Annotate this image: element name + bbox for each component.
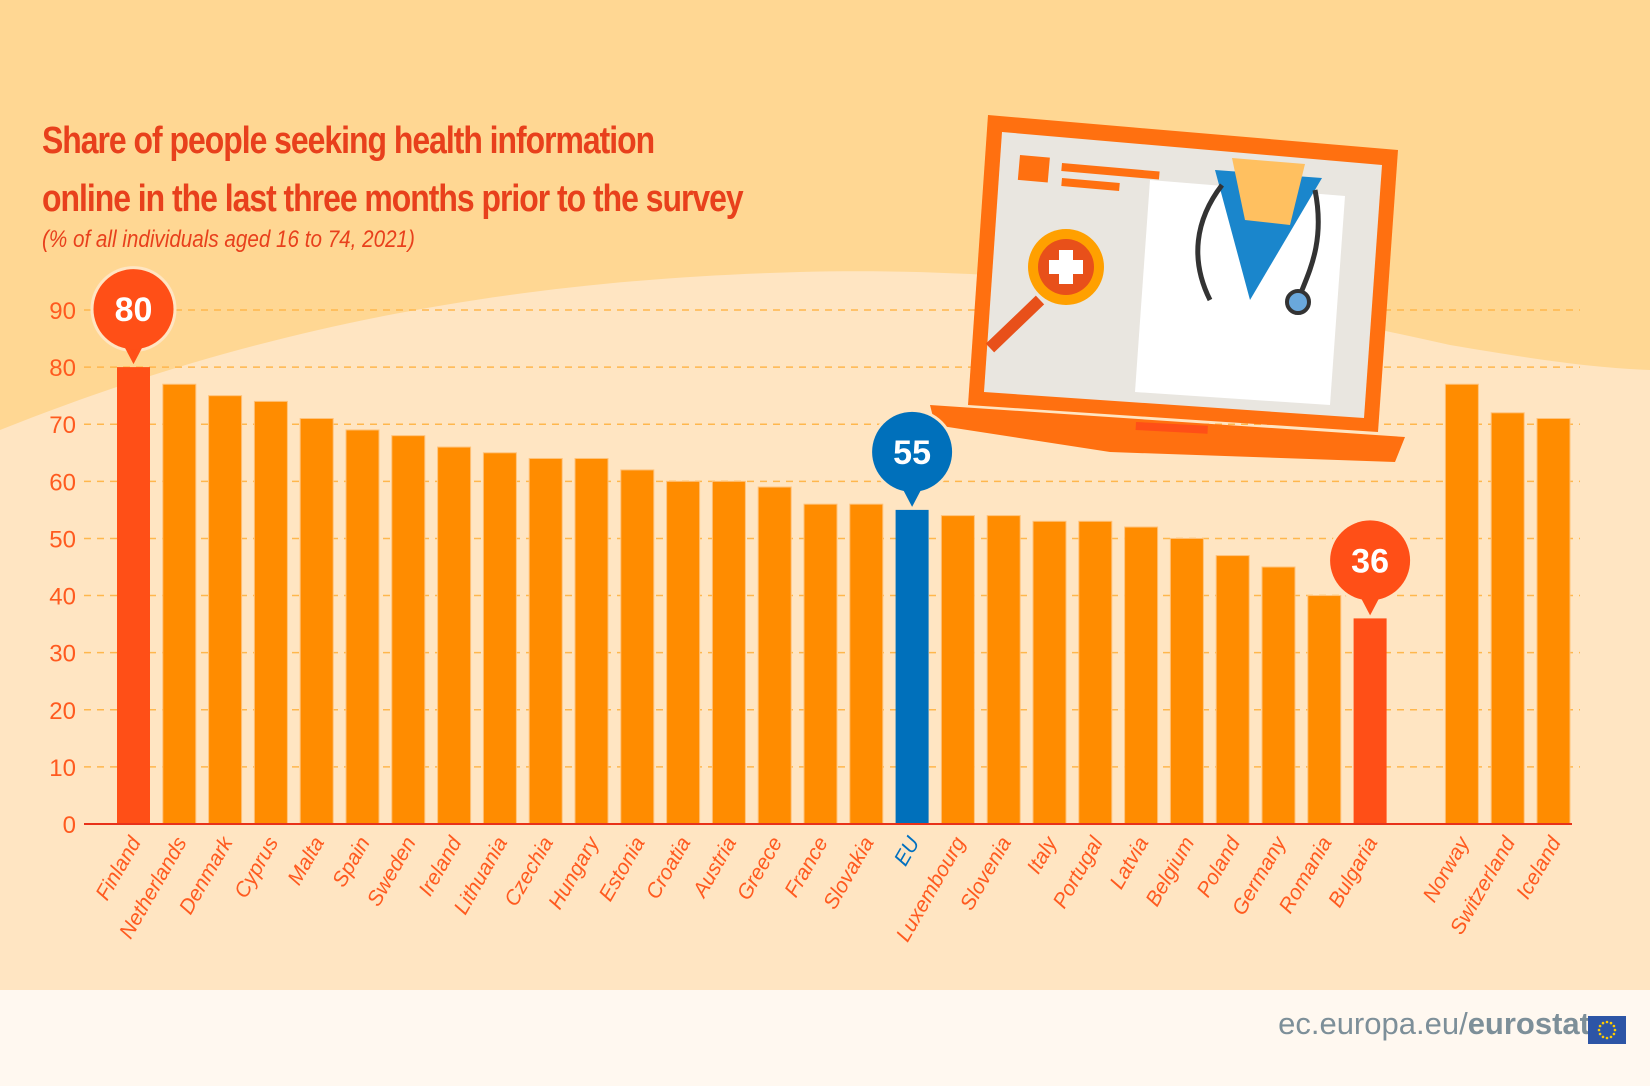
- laptop-illustration: [930, 115, 1405, 462]
- y-tick-label: 40: [49, 584, 76, 611]
- y-tick-label: 90: [49, 298, 76, 325]
- chart-title-line-2: online in the last three months prior to…: [42, 178, 744, 220]
- bar-portugal: [1078, 520, 1113, 825]
- flag-star: [1613, 1028, 1617, 1032]
- bar-ireland: [437, 446, 472, 825]
- x-tick-label: Latvia: [1105, 833, 1153, 893]
- y-tick-label: 50: [49, 526, 76, 553]
- x-tick-label: Italy: [1023, 832, 1063, 878]
- bar-netherlands: [162, 383, 197, 825]
- flag-star: [1612, 1032, 1616, 1036]
- bar-iceland: [1536, 418, 1571, 825]
- x-tick-label: Cyprus: [230, 833, 283, 903]
- chart-title-line-1: Share of people seeking health informati…: [42, 120, 655, 162]
- screen-header-block: [1017, 155, 1050, 183]
- y-axis-ticks: 0 10 20 30 40 50 60 70 80 90: [49, 298, 76, 839]
- doctor-neck: [1232, 158, 1305, 225]
- laptop-base: [930, 405, 1405, 462]
- bar-germany: [1261, 566, 1296, 825]
- flag-star: [1601, 1035, 1605, 1039]
- medical-cross-icon: [1049, 250, 1083, 284]
- y-tick-label: 10: [49, 755, 76, 782]
- x-tick-label: Croatia: [642, 833, 696, 903]
- callouts: 80 55 36: [90, 266, 1414, 616]
- bar-denmark: [208, 395, 243, 825]
- laptop-trackpad: [1135, 422, 1208, 434]
- flag-star: [1605, 1020, 1609, 1024]
- bar-latvia: [1124, 526, 1159, 825]
- bar-slovenia: [986, 515, 1021, 825]
- callout-bubble: [872, 411, 953, 492]
- callout-bulgaria: 36: [1327, 517, 1414, 616]
- callout-value: 36: [1351, 542, 1389, 580]
- bar-cyprus: [253, 400, 288, 825]
- bar-chart: 0 10 20 30 40 50 60 70 80 90 FinlandNetherlandsDe…: [49, 115, 1580, 946]
- callout-bubble: [93, 269, 174, 350]
- bar-italy: [1032, 520, 1067, 825]
- bar-slovakia: [849, 503, 884, 825]
- y-tick-label: 20: [49, 698, 76, 725]
- bar-estonia: [620, 469, 655, 825]
- bar-belgium: [1169, 537, 1204, 825]
- footer-url-prefix: ec.europa.eu/: [1278, 1006, 1468, 1041]
- x-tick-label: Iceland: [1512, 832, 1566, 903]
- bar-finland: [117, 367, 150, 824]
- flag-star: [1598, 1032, 1602, 1036]
- x-tick-label: Spain: [328, 833, 375, 891]
- bar-austria: [711, 480, 746, 825]
- bar-luxembourg: [940, 515, 975, 825]
- flag-star: [1609, 1021, 1613, 1025]
- x-tick-label: Estonia: [595, 833, 650, 905]
- bar-malta: [299, 418, 334, 825]
- stethoscope-icon: [1195, 183, 1321, 302]
- flag-star: [1605, 1036, 1609, 1040]
- callout-value: 55: [893, 434, 931, 472]
- bar-lithuania: [482, 452, 517, 825]
- bar-romania: [1307, 595, 1342, 825]
- y-tick-label: 80: [49, 355, 76, 382]
- flag-star: [1598, 1024, 1602, 1028]
- flag-star: [1612, 1024, 1616, 1028]
- y-tick-label: 0: [63, 812, 76, 839]
- bar-norway: [1444, 383, 1479, 825]
- doctor-coat: [1135, 180, 1345, 405]
- footer: [0, 990, 1650, 1086]
- x-tick-label: EU: [890, 832, 925, 869]
- callout-bubble: [1330, 520, 1411, 601]
- magnifier-handle: [985, 295, 1045, 353]
- bars: [117, 367, 1571, 825]
- eurostat-link[interactable]: ec.europa.eu/eurostat: [1278, 1006, 1590, 1042]
- bar-croatia: [666, 480, 701, 825]
- chart-subtitle: (% of all individuals aged 16 to 74, 202…: [42, 226, 415, 253]
- y-tick-label: 30: [49, 641, 76, 668]
- bar-bulgaria: [1353, 618, 1387, 824]
- x-tick-label: Greece: [733, 833, 787, 904]
- callout-finland: 80: [90, 266, 177, 365]
- bar-sweden: [391, 435, 426, 825]
- flag-star: [1597, 1028, 1601, 1032]
- bar-switzerland: [1490, 412, 1525, 825]
- callout-eu: 55: [869, 408, 956, 507]
- bar-poland: [1215, 555, 1250, 825]
- bar-france: [803, 503, 838, 825]
- bar-spain: [345, 429, 380, 825]
- bar-czechia: [528, 457, 563, 825]
- bar-hungary: [574, 457, 609, 825]
- eu-flag-icon: [1588, 1016, 1626, 1044]
- stethoscope-chestpiece-icon: [1285, 289, 1311, 315]
- screen-header-line: [1061, 162, 1160, 180]
- flag-star: [1601, 1021, 1605, 1025]
- flag-star: [1609, 1035, 1613, 1039]
- bar-eu: [895, 509, 929, 824]
- y-tick-label: 60: [49, 469, 76, 496]
- callout-value: 80: [115, 291, 153, 329]
- y-tick-label: 70: [49, 412, 76, 439]
- screen-header-line: [1061, 178, 1120, 192]
- bar-greece: [757, 486, 792, 825]
- x-tick-label: Malta: [283, 833, 329, 889]
- chart-title: Share of people seeking health informati…: [42, 112, 744, 228]
- footer-brand: eurostat: [1467, 1006, 1590, 1041]
